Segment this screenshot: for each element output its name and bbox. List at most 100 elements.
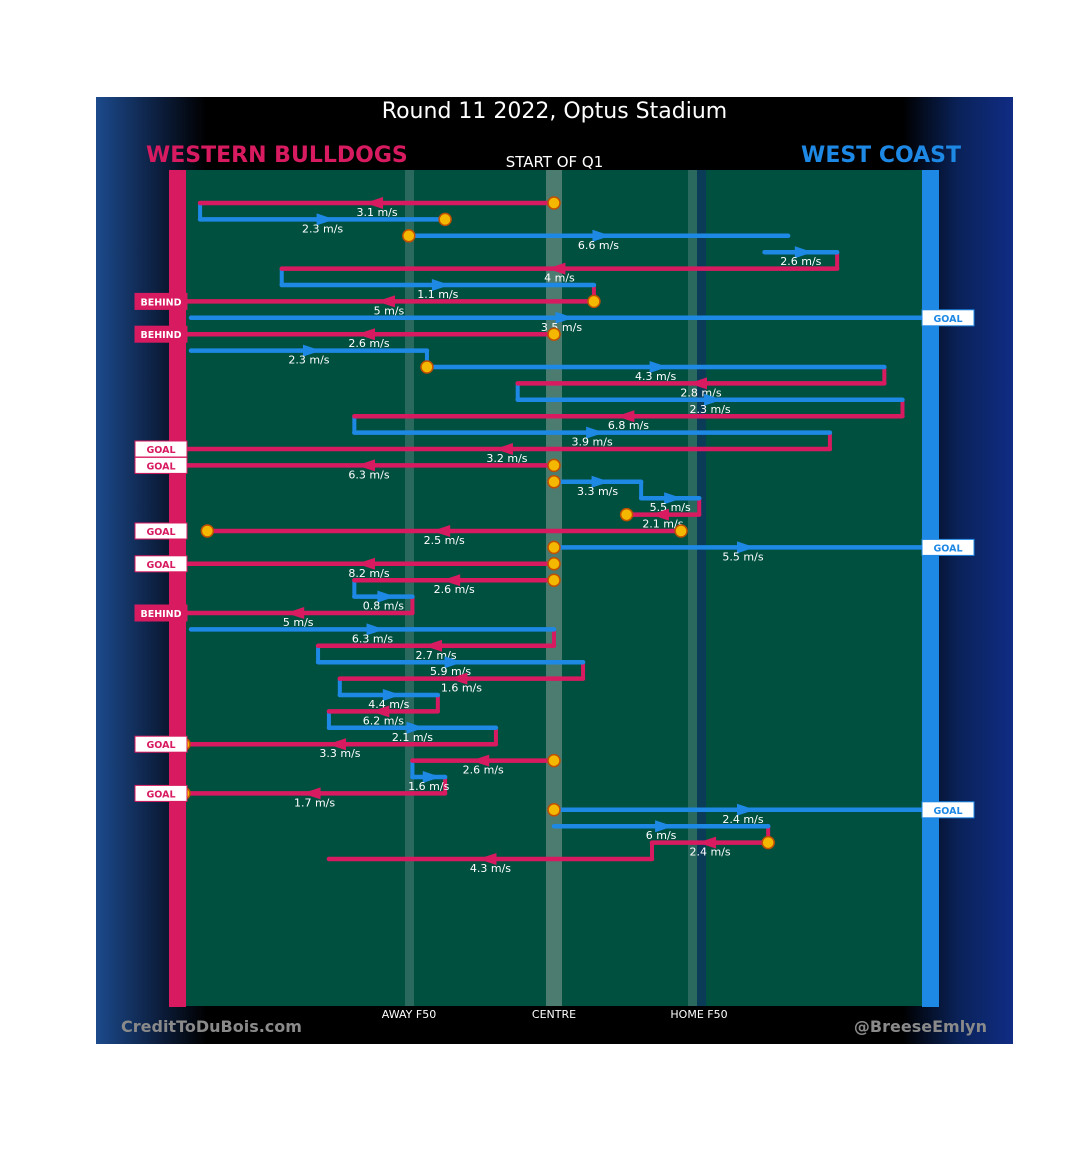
score-badge (921, 309, 975, 327)
score-badge-label: GOAL (146, 560, 175, 571)
stoppage-marker (547, 475, 561, 489)
away-goal-post (922, 170, 939, 1007)
stoppage-marker (420, 360, 434, 374)
speed-label: 2.6 m/s (434, 583, 475, 596)
score-badge (134, 522, 188, 540)
direction-arrow (357, 557, 375, 570)
stoppage-marker (547, 803, 561, 817)
score-badge (134, 555, 188, 573)
speed-label: 3.3 m/s (577, 485, 618, 498)
direction-arrow (649, 361, 668, 373)
stoppage-marker (402, 229, 416, 243)
speed-label: 8.2 m/s (348, 567, 389, 580)
score-badge-label: GOAL (146, 789, 175, 800)
direction-arrow (547, 262, 566, 275)
direction-arrow (432, 525, 451, 537)
speed-label: 5 m/s (283, 616, 314, 629)
score-badge-label: GOAL (933, 314, 962, 325)
direction-arrow (664, 492, 683, 505)
direction-arrow (737, 541, 755, 554)
speed-label: 2.4 m/s (722, 813, 763, 826)
speed-label: 5.5 m/s (722, 550, 763, 563)
stoppage-marker (200, 524, 215, 538)
speed-label: 6.3 m/s (352, 632, 393, 645)
direction-arrow (592, 229, 611, 242)
stoppage-marker (547, 557, 561, 571)
centre-band (546, 170, 562, 1006)
speed-label: 2.6 m/s (780, 255, 821, 268)
direction-arrow (591, 475, 610, 488)
speed-label: 6 m/s (646, 829, 677, 842)
score-badge-label: GOAL (933, 806, 962, 817)
direction-arrow (471, 754, 490, 767)
home-f50-shade (697, 170, 706, 1006)
speed-label: 2.3 m/s (302, 222, 343, 235)
direction-arrow (444, 656, 463, 669)
speed-label: 4.3 m/s (635, 370, 676, 383)
speed-label: 2.3 m/s (288, 354, 329, 367)
direction-arrow (327, 738, 346, 751)
stoppage-marker (587, 294, 601, 309)
tick-label-away-f50: AWAY F50 (381, 1008, 437, 1021)
direction-arrow (302, 787, 321, 800)
speed-label: 6.3 m/s (348, 468, 389, 481)
home-team-label: WESTERN BULLDOGS (146, 143, 408, 168)
score-badge-label: GOAL (933, 543, 962, 554)
score-badge-label: GOAL (146, 445, 175, 456)
direction-arrow (494, 443, 513, 455)
speed-label: 1.6 m/s (441, 682, 482, 695)
direction-arrow (478, 853, 497, 865)
score-badge (134, 735, 188, 753)
stoppage-marker (547, 458, 561, 473)
direction-arrow (650, 508, 669, 521)
chart-title: Round 11 2022, Optus Stadium (381, 99, 728, 124)
direction-arrow (286, 607, 305, 619)
credit-left: CreditToDuBois.com (121, 1017, 302, 1036)
tick-label-home-f50: HOME F50 (670, 1008, 728, 1021)
direction-arrow (382, 689, 401, 701)
stoppage-marker (619, 507, 634, 522)
stoppage-marker (674, 524, 688, 538)
speed-label: 3.3 m/s (319, 747, 360, 760)
direction-arrow (442, 574, 461, 587)
speed-label: 4 m/s (544, 272, 575, 285)
direction-arrow (316, 213, 335, 226)
stoppage-marker (547, 573, 561, 587)
speed-label: 3.2 m/s (486, 452, 527, 465)
chart-frame: 3.1 m/s 2.3 m/s 6.6 m/s 2.6 m/s 4 m/s 1.1 m/s… (96, 97, 1013, 1044)
speed-label: 5.5 m/s (650, 501, 691, 514)
away-f50-line (405, 170, 414, 1006)
speed-label: 4.4 m/s (368, 698, 409, 711)
speed-label: 2.8 m/s (680, 386, 721, 399)
stoppage-marker (547, 540, 561, 555)
period-label: START OF Q1 (505, 153, 604, 171)
speed-label: 2.4 m/s (690, 846, 731, 859)
speed-label: 2.6 m/s (348, 337, 389, 350)
direction-arrow (357, 328, 375, 341)
speed-label: 2.1 m/s (642, 518, 683, 531)
speed-label: 2.3 m/s (690, 403, 731, 416)
speed-label: 5 m/s (374, 304, 405, 317)
speed-label: 1.7 m/s (294, 796, 335, 809)
direction-arrow (431, 279, 450, 291)
direction-arrow (794, 246, 813, 259)
direction-arrow (698, 836, 717, 849)
speed-label: 1.1 m/s (417, 288, 458, 301)
direction-arrow (302, 344, 321, 357)
direction-arrow (704, 393, 723, 406)
direction-arrow (365, 197, 384, 209)
direction-arrow (377, 590, 396, 603)
stoppage-marker (761, 835, 775, 850)
score-badge (921, 801, 975, 819)
speed-label: 3.5 m/s (541, 321, 582, 334)
direction-arrow (371, 705, 390, 718)
speed-label: 6.8 m/s (608, 419, 649, 432)
flow-chart: 3.1 m/s 2.3 m/s 6.6 m/s 2.6 m/s 4 m/s 1.1 m/s… (134, 170, 975, 1007)
speed-label: 6.2 m/s (363, 714, 404, 727)
direction-arrow (555, 311, 574, 324)
direction-arrow (586, 426, 605, 439)
direction-arrow (689, 377, 708, 390)
speed-label: 6.6 m/s (578, 239, 619, 252)
score-badge-label: GOAL (146, 740, 175, 751)
credit-right: @BreeseEmlyn (853, 1017, 987, 1036)
